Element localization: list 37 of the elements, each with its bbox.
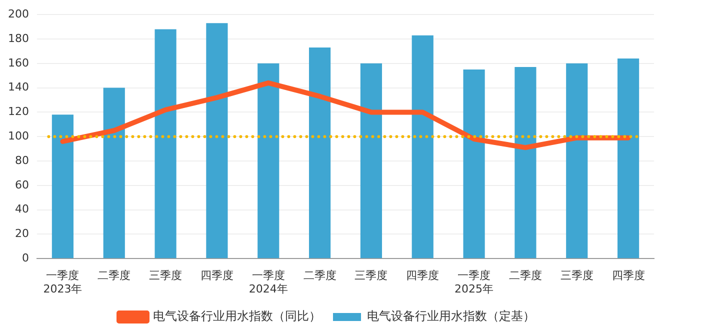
y-tick-label: 0 xyxy=(22,251,29,264)
y-tick-label: 140 xyxy=(8,80,29,94)
y-tick-label: 120 xyxy=(8,105,29,118)
x-tick-label: 四季度 xyxy=(612,269,645,282)
legend-label: 电气设备行业用水指数（同比） xyxy=(153,309,321,324)
y-tick-label: 60 xyxy=(14,178,29,192)
bar xyxy=(412,35,434,258)
y-tick-label: 40 xyxy=(14,202,29,216)
x-tick-label: 二季度 xyxy=(303,269,336,282)
y-tick-label: 180 xyxy=(8,32,29,45)
bar xyxy=(154,29,176,258)
bar xyxy=(206,23,228,258)
y-tick-label: 20 xyxy=(14,227,29,240)
bar xyxy=(463,70,485,258)
bar xyxy=(360,63,382,258)
x-tick-label: 三季度 xyxy=(560,269,594,282)
bar xyxy=(566,63,588,258)
x-tick-label: 一季度 2024年 xyxy=(248,269,288,296)
x-tick-label: 四季度 xyxy=(406,269,440,282)
bar xyxy=(308,48,331,258)
legend-label: 电气设备行业用水指数（定基） xyxy=(367,309,535,324)
bar xyxy=(103,88,125,258)
x-tick-label: 二季度 xyxy=(98,269,131,282)
x-tick-label: 一季度 2023年 xyxy=(43,269,82,296)
y-tick-label: 100 xyxy=(8,129,29,142)
x-tick-label: 四季度 xyxy=(200,269,234,282)
y-tick-label: 200 xyxy=(8,7,29,20)
x-tick-label: 三季度 xyxy=(354,269,388,282)
y-tick-label: 160 xyxy=(8,56,29,70)
x-tick-label: 三季度 xyxy=(149,269,182,282)
bar xyxy=(617,58,640,258)
bar xyxy=(514,67,536,258)
x-tick-label: 一季度 2025年 xyxy=(454,269,494,296)
bar xyxy=(52,114,74,258)
x-tick-label: 二季度 xyxy=(508,269,542,282)
bar xyxy=(258,63,280,258)
y-tick-label: 80 xyxy=(14,154,29,167)
